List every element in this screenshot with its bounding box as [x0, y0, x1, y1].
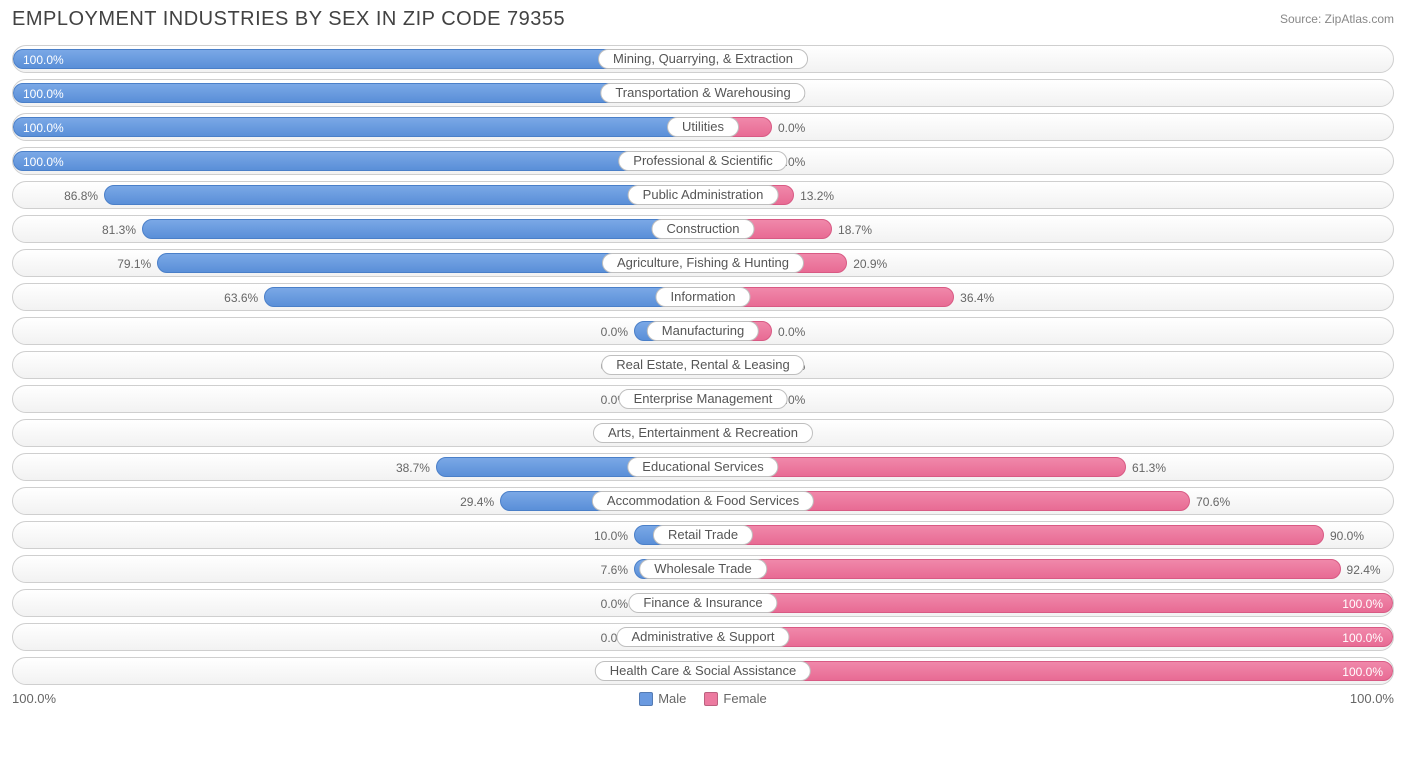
male-bar: [13, 117, 703, 137]
female-value: 36.4%: [954, 284, 1000, 311]
row-label: Accommodation & Food Services: [592, 491, 814, 511]
chart-row: 0.0%100.0%Finance & Insurance: [12, 589, 1394, 617]
male-value: 0.0%: [595, 318, 634, 345]
male-value: 100.0%: [17, 80, 70, 107]
row-label: Agriculture, Fishing & Hunting: [602, 253, 804, 273]
row-label: Enterprise Management: [619, 389, 788, 409]
chart-row: 0.0%100.0%Administrative & Support: [12, 623, 1394, 651]
female-value: 18.7%: [832, 216, 878, 243]
chart-row: 81.3% 18.7% Construction: [12, 215, 1394, 243]
chart-row: 79.1% 20.9% Agriculture, Fishing & Hunting: [12, 249, 1394, 277]
male-value: 100.0%: [17, 114, 70, 141]
male-value: 79.1%: [111, 250, 157, 277]
chart-row: 100.0%0.0%Transportation & Warehousing: [12, 79, 1394, 107]
axis-right-label: 100.0%: [1350, 691, 1394, 706]
chart-row: 10.0% 90.0% Retail Trade: [12, 521, 1394, 549]
chart-area: 100.0% 0.0% Mining, Quarrying, & Extractio…: [12, 45, 1394, 685]
chart-row: 63.6% 36.4% Information: [12, 283, 1394, 311]
male-value: 81.3%: [96, 216, 142, 243]
male-value: 63.6%: [218, 284, 264, 311]
chart-footer: 100.0% Male Female 100.0%: [12, 691, 1394, 706]
row-label: Finance & Insurance: [628, 593, 777, 613]
female-value: 0.0%: [772, 114, 811, 141]
male-bar: [142, 219, 703, 239]
row-label: Arts, Entertainment & Recreation: [593, 423, 813, 443]
row-label: Transportation & Warehousing: [600, 83, 805, 103]
chart-row: 7.6% 92.4% Wholesale Trade: [12, 555, 1394, 583]
chart-row: 0.0%100.0%Health Care & Social Assistanc…: [12, 657, 1394, 685]
legend-male-label: Male: [658, 691, 686, 706]
male-bar: [104, 185, 703, 205]
row-label: Administrative & Support: [616, 627, 789, 647]
female-bar: [703, 627, 1393, 647]
male-value: 29.4%: [454, 488, 500, 515]
male-value: 10.0%: [588, 522, 634, 549]
female-value: 70.6%: [1190, 488, 1236, 515]
chart-source: Source: ZipAtlas.com: [1280, 12, 1394, 26]
male-value: 38.7%: [390, 454, 436, 481]
female-swatch-icon: [704, 692, 718, 706]
chart-row: 0.0% 0.0% Manufacturing: [12, 317, 1394, 345]
row-label: Retail Trade: [653, 525, 753, 545]
legend-female: Female: [704, 691, 766, 706]
female-bar: [703, 559, 1341, 579]
male-value: 7.6%: [595, 556, 634, 583]
row-label: Utilities: [667, 117, 739, 137]
chart-row: 0.0%0.0%Real Estate, Rental & Leasing: [12, 351, 1394, 379]
female-value: 90.0%: [1324, 522, 1370, 549]
female-bar: [703, 593, 1393, 613]
legend-female-label: Female: [723, 691, 766, 706]
chart-row: 0.0%0.0%Enterprise Management: [12, 385, 1394, 413]
row-label: Public Administration: [628, 185, 779, 205]
female-value: 0.0%: [772, 318, 811, 345]
row-label: Educational Services: [627, 457, 778, 477]
female-value: 20.9%: [847, 250, 893, 277]
row-label: Manufacturing: [647, 321, 759, 341]
chart-row: 100.0%0.0%Professional & Scientific: [12, 147, 1394, 175]
axis-left-label: 100.0%: [12, 691, 56, 706]
row-label: Professional & Scientific: [618, 151, 787, 171]
chart-row: 38.7% 61.3% Educational Services: [12, 453, 1394, 481]
legend-male: Male: [639, 691, 686, 706]
row-label: Real Estate, Rental & Leasing: [601, 355, 804, 375]
male-swatch-icon: [639, 692, 653, 706]
row-label: Construction: [652, 219, 755, 239]
female-value: 100.0%: [1336, 624, 1389, 651]
chart-row: 86.8% 13.2% Public Administration: [12, 181, 1394, 209]
legend: Male Female: [639, 691, 767, 706]
chart-row: 29.4% 70.6% Accommodation & Food Services: [12, 487, 1394, 515]
chart-title: EMPLOYMENT INDUSTRIES BY SEX IN ZIP CODE…: [12, 8, 565, 31]
female-value: 92.4%: [1341, 556, 1387, 583]
row-label: Mining, Quarrying, & Extraction: [598, 49, 808, 69]
female-value: 61.3%: [1126, 454, 1172, 481]
chart-row: 0.0%0.0%Arts, Entertainment & Recreation: [12, 419, 1394, 447]
row-label: Wholesale Trade: [639, 559, 767, 579]
female-value: 100.0%: [1336, 590, 1389, 617]
chart-header: EMPLOYMENT INDUSTRIES BY SEX IN ZIP CODE…: [12, 8, 1394, 31]
row-label: Information: [655, 287, 750, 307]
female-value: 13.2%: [794, 182, 840, 209]
female-bar: [703, 525, 1324, 545]
female-value: 100.0%: [1336, 658, 1389, 685]
male-bar: [264, 287, 703, 307]
male-value: 100.0%: [17, 46, 70, 73]
row-label: Health Care & Social Assistance: [595, 661, 811, 681]
male-bar: [13, 151, 703, 171]
male-value: 100.0%: [17, 148, 70, 175]
chart-row: 100.0% 0.0% Utilities: [12, 113, 1394, 141]
male-value: 86.8%: [58, 182, 104, 209]
chart-row: 100.0%0.0%Mining, Quarrying, & Extractio…: [12, 45, 1394, 73]
